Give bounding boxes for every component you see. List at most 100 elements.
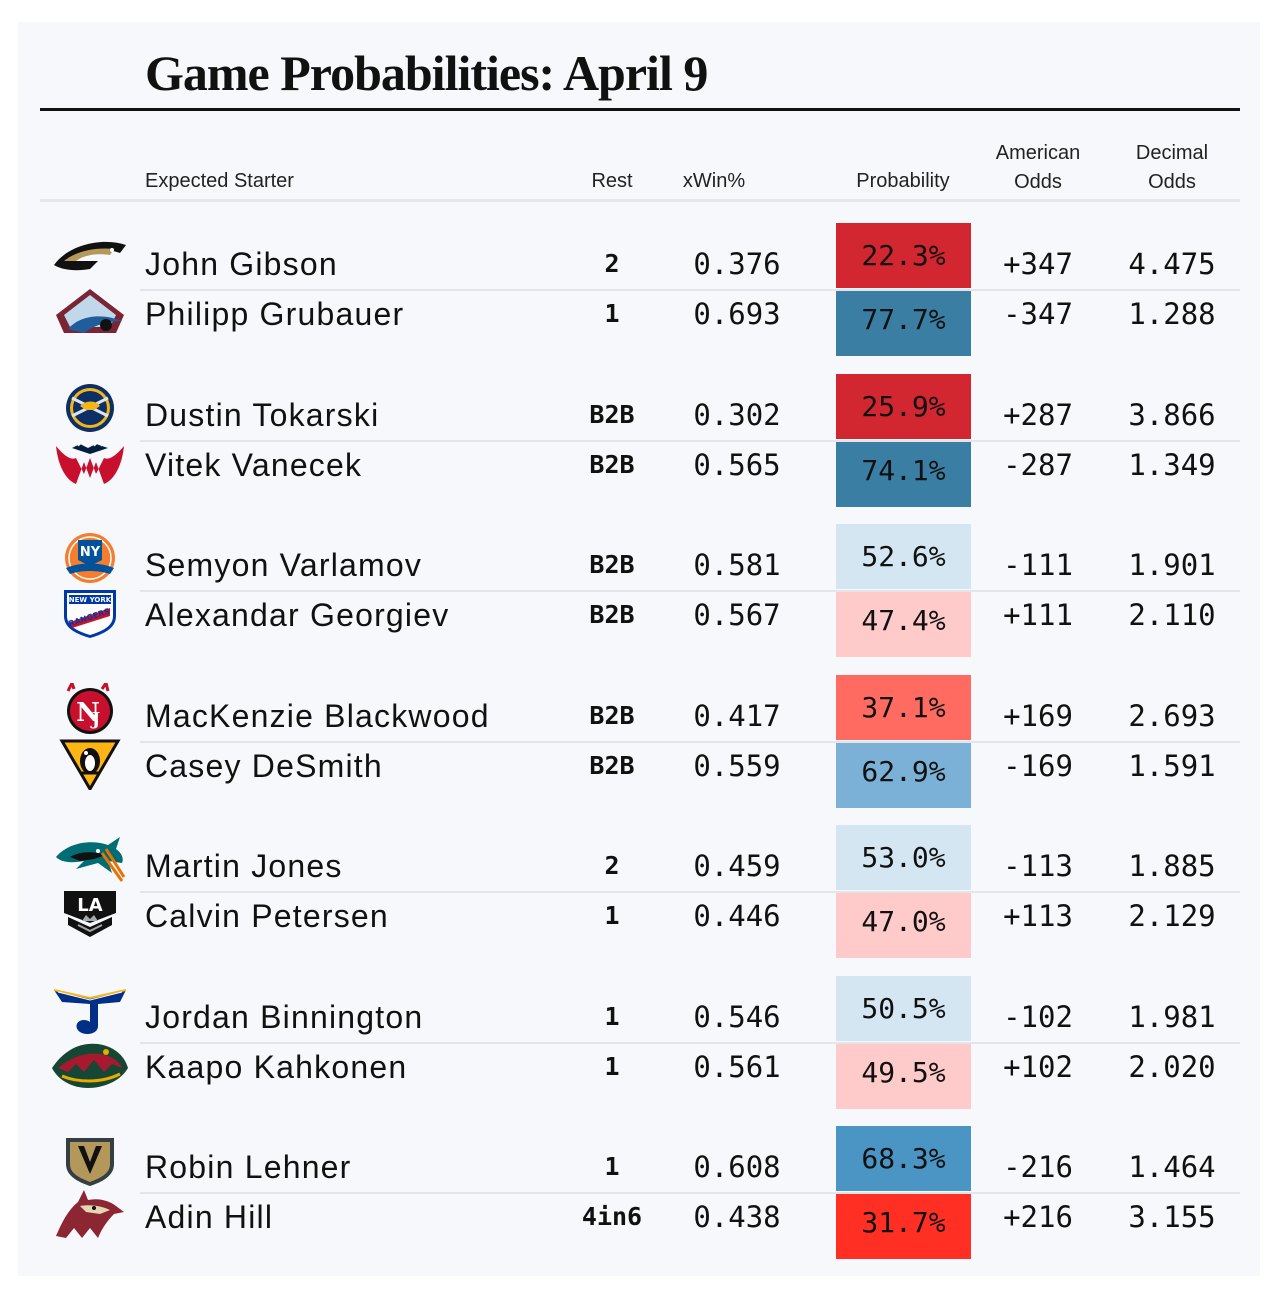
table-row: Dustin Tokarski B2B 0.302 25.9% +287 3.866 [0, 373, 1278, 439]
minnesota-wild-logo [52, 1043, 128, 1088]
american-odds-value: -113 [1003, 849, 1073, 883]
starter-name: Martin Jones [145, 848, 343, 884]
probability-cell: 77.7% [836, 290, 971, 356]
rest-value: 1 [604, 1051, 620, 1081]
starter-name: Philipp Grubauer [145, 296, 405, 332]
new-york-islanders-logo: NY [65, 533, 115, 583]
probability-cell: 53.0% [836, 825, 971, 890]
american-odds-value: +113 [1003, 899, 1073, 933]
svg-text:LA: LA [77, 895, 102, 916]
probability-cell: 25.9% [836, 373, 971, 439]
xwin-value: 0.581 [693, 548, 781, 582]
table-row: Martin Jones 2 0.459 53.0% -113 1.885 [0, 825, 1278, 890]
decimal-odds-value: 1.885 [1128, 849, 1216, 883]
rest-value: 2 [604, 851, 620, 880]
xwin-value: 0.459 [693, 849, 781, 883]
american-odds-value: -216 [1003, 1150, 1073, 1184]
starter-name: Vitek Vanecek [145, 446, 363, 483]
table-row: Kaapo Kahkonen 1 0.561 49.5% +102 2.020 [0, 1042, 1278, 1109]
xwin-value: 0.561 [693, 1049, 781, 1084]
table-row: NY Semyon Varlamov B2B 0.581 52.6% -111 1.901 [0, 524, 1278, 589]
table-row: Vitek Vanecek B2B 0.565 74.1% -287 1.349 [0, 440, 1278, 507]
starter-name: John Gibson [145, 246, 338, 282]
starter-name: Kaapo Kahkonen [145, 1048, 408, 1085]
table-card [18, 22, 1260, 1276]
game-row-divider [140, 1192, 1240, 1194]
rest-value: B2B [589, 700, 635, 730]
buffalo-sabres-logo [66, 383, 114, 432]
xwin-value: 0.546 [693, 999, 781, 1034]
table-row: Jordan Binnington 1 0.546 50.5% -102 1.981 [0, 975, 1278, 1041]
xwin-value: 0.559 [693, 748, 781, 783]
decimal-odds-value: 1.901 [1128, 548, 1216, 582]
probability-cell: 74.1% [836, 440, 971, 507]
xwin-value: 0.302 [693, 397, 781, 432]
washington-capitals-logo [56, 440, 124, 484]
decimal-odds-value: 3.866 [1128, 397, 1216, 432]
probability-cell: 52.6% [836, 524, 971, 589]
header-american-line2: Odds [1014, 171, 1062, 193]
xwin-value: 0.567 [693, 598, 781, 632]
game-row-divider [140, 439, 1240, 442]
header-decimal-line1: Decimal [1135, 142, 1209, 164]
american-odds-value: -287 [1003, 447, 1073, 482]
american-odds-value: +347 [1003, 247, 1073, 281]
svg-text:N: N [76, 698, 100, 728]
san-jose-sharks-logo [56, 837, 126, 882]
st-louis-blues-logo [53, 988, 127, 1034]
rest-value: B2B [589, 550, 635, 579]
header-rest: Rest [591, 170, 633, 192]
decimal-odds-value: 4.475 [1128, 247, 1216, 281]
header-american-odds: American Odds [978, 139, 1098, 197]
game-row-divider [140, 891, 1240, 893]
starter-name: Dustin Tokarski [145, 396, 380, 433]
decimal-odds-value: 1.349 [1128, 447, 1216, 482]
los-angeles-kings-logo: LA [64, 891, 116, 937]
decimal-odds-value: 1.288 [1128, 297, 1216, 331]
starter-name: Semyon Varlamov [145, 547, 423, 583]
american-odds-value: +111 [1003, 598, 1073, 632]
header-divider [40, 199, 1240, 202]
game-row-divider [140, 289, 1240, 291]
rest-value: B2B [589, 449, 635, 479]
table-row: John Gibson 2 0.376 22.3% +347 4.475 [0, 223, 1278, 288]
xwin-value: 0.376 [693, 247, 781, 281]
starter-name: Adin Hill [145, 1199, 274, 1235]
probability-cell: 47.4% [836, 591, 971, 657]
american-odds-value: +102 [1003, 1049, 1073, 1084]
decimal-odds-value: 3.155 [1128, 1200, 1216, 1234]
rest-value: 1 [604, 901, 620, 930]
probability-cell: 50.5% [836, 975, 971, 1041]
pittsburgh-penguins-logo [59, 739, 121, 790]
probability-cell: 62.9% [836, 741, 971, 808]
new-jersey-devils-logo: NJ [66, 682, 113, 734]
american-odds-value: +287 [1003, 397, 1073, 432]
xwin-value: 0.693 [693, 297, 781, 331]
vegas-golden-knights-logo [66, 1138, 114, 1186]
decimal-odds-value: 2.693 [1128, 698, 1216, 733]
rest-value: B2B [589, 600, 635, 629]
starter-name: Calvin Petersen [145, 898, 389, 934]
chart-title: Game Probabilities: April 9 [145, 45, 708, 101]
arizona-coyotes-logo [56, 1190, 124, 1238]
rest-value: 1 [604, 299, 620, 328]
svg-text:NEW YORK: NEW YORK [69, 596, 112, 604]
decimal-odds-value: 1.464 [1128, 1150, 1216, 1184]
decimal-odds-value: 2.020 [1128, 1049, 1216, 1084]
american-odds-value: -169 [1003, 748, 1073, 783]
rest-value: B2B [589, 399, 635, 429]
colorado-avalanche-logo [56, 289, 124, 333]
american-odds-value: -102 [1003, 999, 1073, 1034]
xwin-value: 0.417 [693, 698, 781, 733]
rest-value: B2B [589, 750, 635, 780]
table-row: N J MacKenzie Blackwood B2B 0.417 37.1% +169 2.… [0, 674, 1278, 740]
probability-cell: 49.5% [836, 1042, 971, 1109]
header-decimal-odds: Decimal Odds [1112, 139, 1232, 197]
table-row: Philipp Grubauer 1 0.693 77.7% -347 1.288 [0, 289, 1278, 356]
xwin-value: 0.438 [693, 1200, 781, 1234]
table-row: Adin Hill 4in6 0.438 31.7% +216 3.155 [0, 1190, 1278, 1259]
rest-value: 1 [604, 1001, 620, 1031]
title-divider [40, 108, 1240, 111]
american-odds-value: -111 [1003, 548, 1073, 582]
